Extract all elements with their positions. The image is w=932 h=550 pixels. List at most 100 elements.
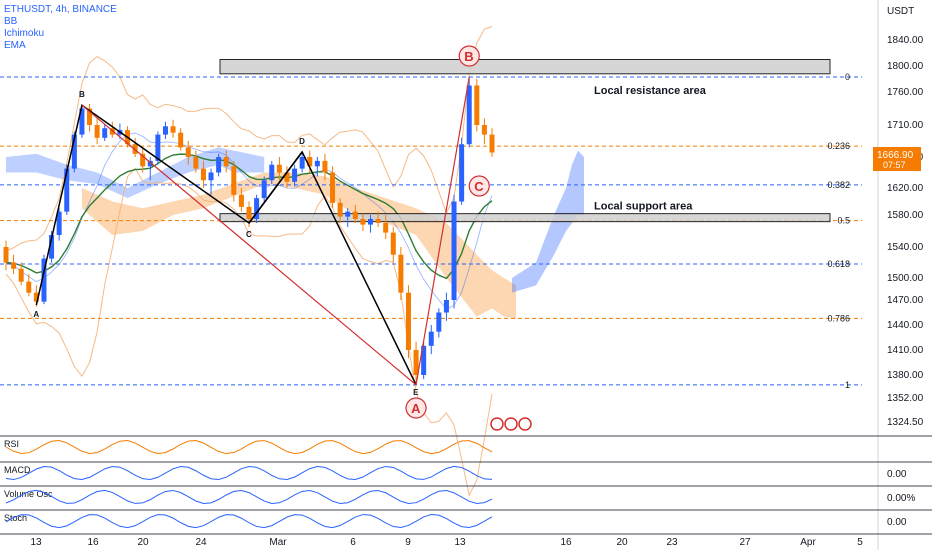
resistance-zone [219,59,831,75]
time-tick-label: 5 [857,537,863,548]
fib-level-label: 1 [845,380,850,390]
projection-circle [458,45,480,67]
time-tick-label: 20 [616,537,628,548]
pane-value: 0.00% [887,493,915,504]
fib-level-label: 0.382 [827,180,850,190]
candle-body [375,219,381,223]
candle-body [390,232,396,255]
pattern-point-label: D [299,137,305,146]
fib-level-label: 0.786 [827,313,850,323]
support-zone-label: Local support area [594,201,693,213]
indicator-ichimoku[interactable]: Ichimoku [4,28,45,39]
flag-icon [504,417,518,431]
candle-body [474,85,480,125]
price-tick-label: 1380.00 [887,370,924,381]
price-tick-label: 1760.00 [887,87,924,98]
candle-body [489,134,495,153]
time-tick-label: 23 [666,537,678,548]
time-tick-label: 16 [560,537,572,548]
candle-body [41,258,47,302]
price-tick-label: 1710.00 [887,120,924,131]
candle-body [102,128,108,138]
candle-body [428,331,434,346]
time-tick-label: 13 [30,537,42,548]
time-tick-label: Apr [800,537,816,548]
candle-body [269,164,275,181]
candle-body [330,172,336,203]
candle-body [307,157,313,167]
candle-body [3,247,9,263]
pane-series [5,489,493,505]
pane-series [5,465,493,481]
ichimoku-cloud-bearish [81,172,516,319]
candle-body [26,281,32,293]
current-price-countdown: 07:57 [883,160,906,170]
projection-point-label: A [411,401,421,416]
candle-body [352,211,358,219]
price-tick-label: 1470.00 [887,295,924,306]
pattern-point-label: A [33,310,39,319]
candle-body [170,126,176,133]
candle-body [421,345,427,375]
pane-label: RSI [4,439,19,449]
pane-value: 0.00 [887,469,907,480]
candle-body [71,134,77,169]
candle-body [140,153,146,167]
candle-body [481,125,487,135]
candle-body [56,211,62,235]
projection-circle [405,397,427,419]
pane-label: Volume Osc [4,489,53,499]
candle-body [87,108,93,125]
time-tick-label: 24 [195,537,207,548]
pane-series [5,514,493,529]
candle-body [208,172,214,181]
time-tick-label: 27 [739,537,751,548]
time-tick-label: 16 [87,537,99,548]
fib-level-label: 0.618 [827,259,850,269]
candle-body [64,168,70,212]
bb-basis [5,132,493,310]
bb-lower [5,167,493,497]
ichimoku-cloud-bullish [6,147,265,199]
indicator-bb[interactable]: BB [4,16,18,27]
projection-point-label: B [464,49,473,64]
pattern-point-label: E [413,388,419,397]
candle-body [193,157,199,169]
pane-label: MACD [4,465,31,475]
candle-body [185,147,191,157]
pattern-leg [248,151,303,224]
candle-body [94,125,100,138]
flag-icon [490,417,504,431]
candle-body [299,157,305,169]
price-tick-label: 1440.00 [887,320,924,331]
price-tick-label: 1410.00 [887,345,924,356]
candle-body [368,219,373,225]
price-tick-label: 1580.00 [887,210,924,221]
price-tick-label: 1324.50 [887,417,924,428]
price-tick-label: 1540.00 [887,242,924,253]
price-tick-label: 1840.00 [887,35,924,46]
symbol-title[interactable]: ETHUSDT, 4h, BINANCE [4,4,117,15]
pane-series [5,440,493,455]
pattern-diagonal [81,104,417,386]
candle-body [200,168,206,181]
candle-body [254,198,260,219]
candle-body [322,160,328,173]
chart-legend: ETHUSDT, 4h, BINANCE BB Ichimoku EMA [4,4,117,52]
candle-body [451,201,457,300]
candle-body [11,262,17,269]
candle-body [246,206,252,219]
candle-body [360,219,366,225]
candle-body [162,126,168,135]
harmonic-pattern [35,103,417,386]
flag-icon [518,417,532,431]
fib-level-label: 0 [845,72,850,82]
candle-body [79,108,85,135]
candle-body [405,292,411,350]
candle-body [383,223,389,233]
candle-body [178,132,184,148]
indicator-ema[interactable]: EMA [4,40,26,51]
projection-leg [415,76,470,385]
price-tick-label: 1352.00 [887,393,924,404]
